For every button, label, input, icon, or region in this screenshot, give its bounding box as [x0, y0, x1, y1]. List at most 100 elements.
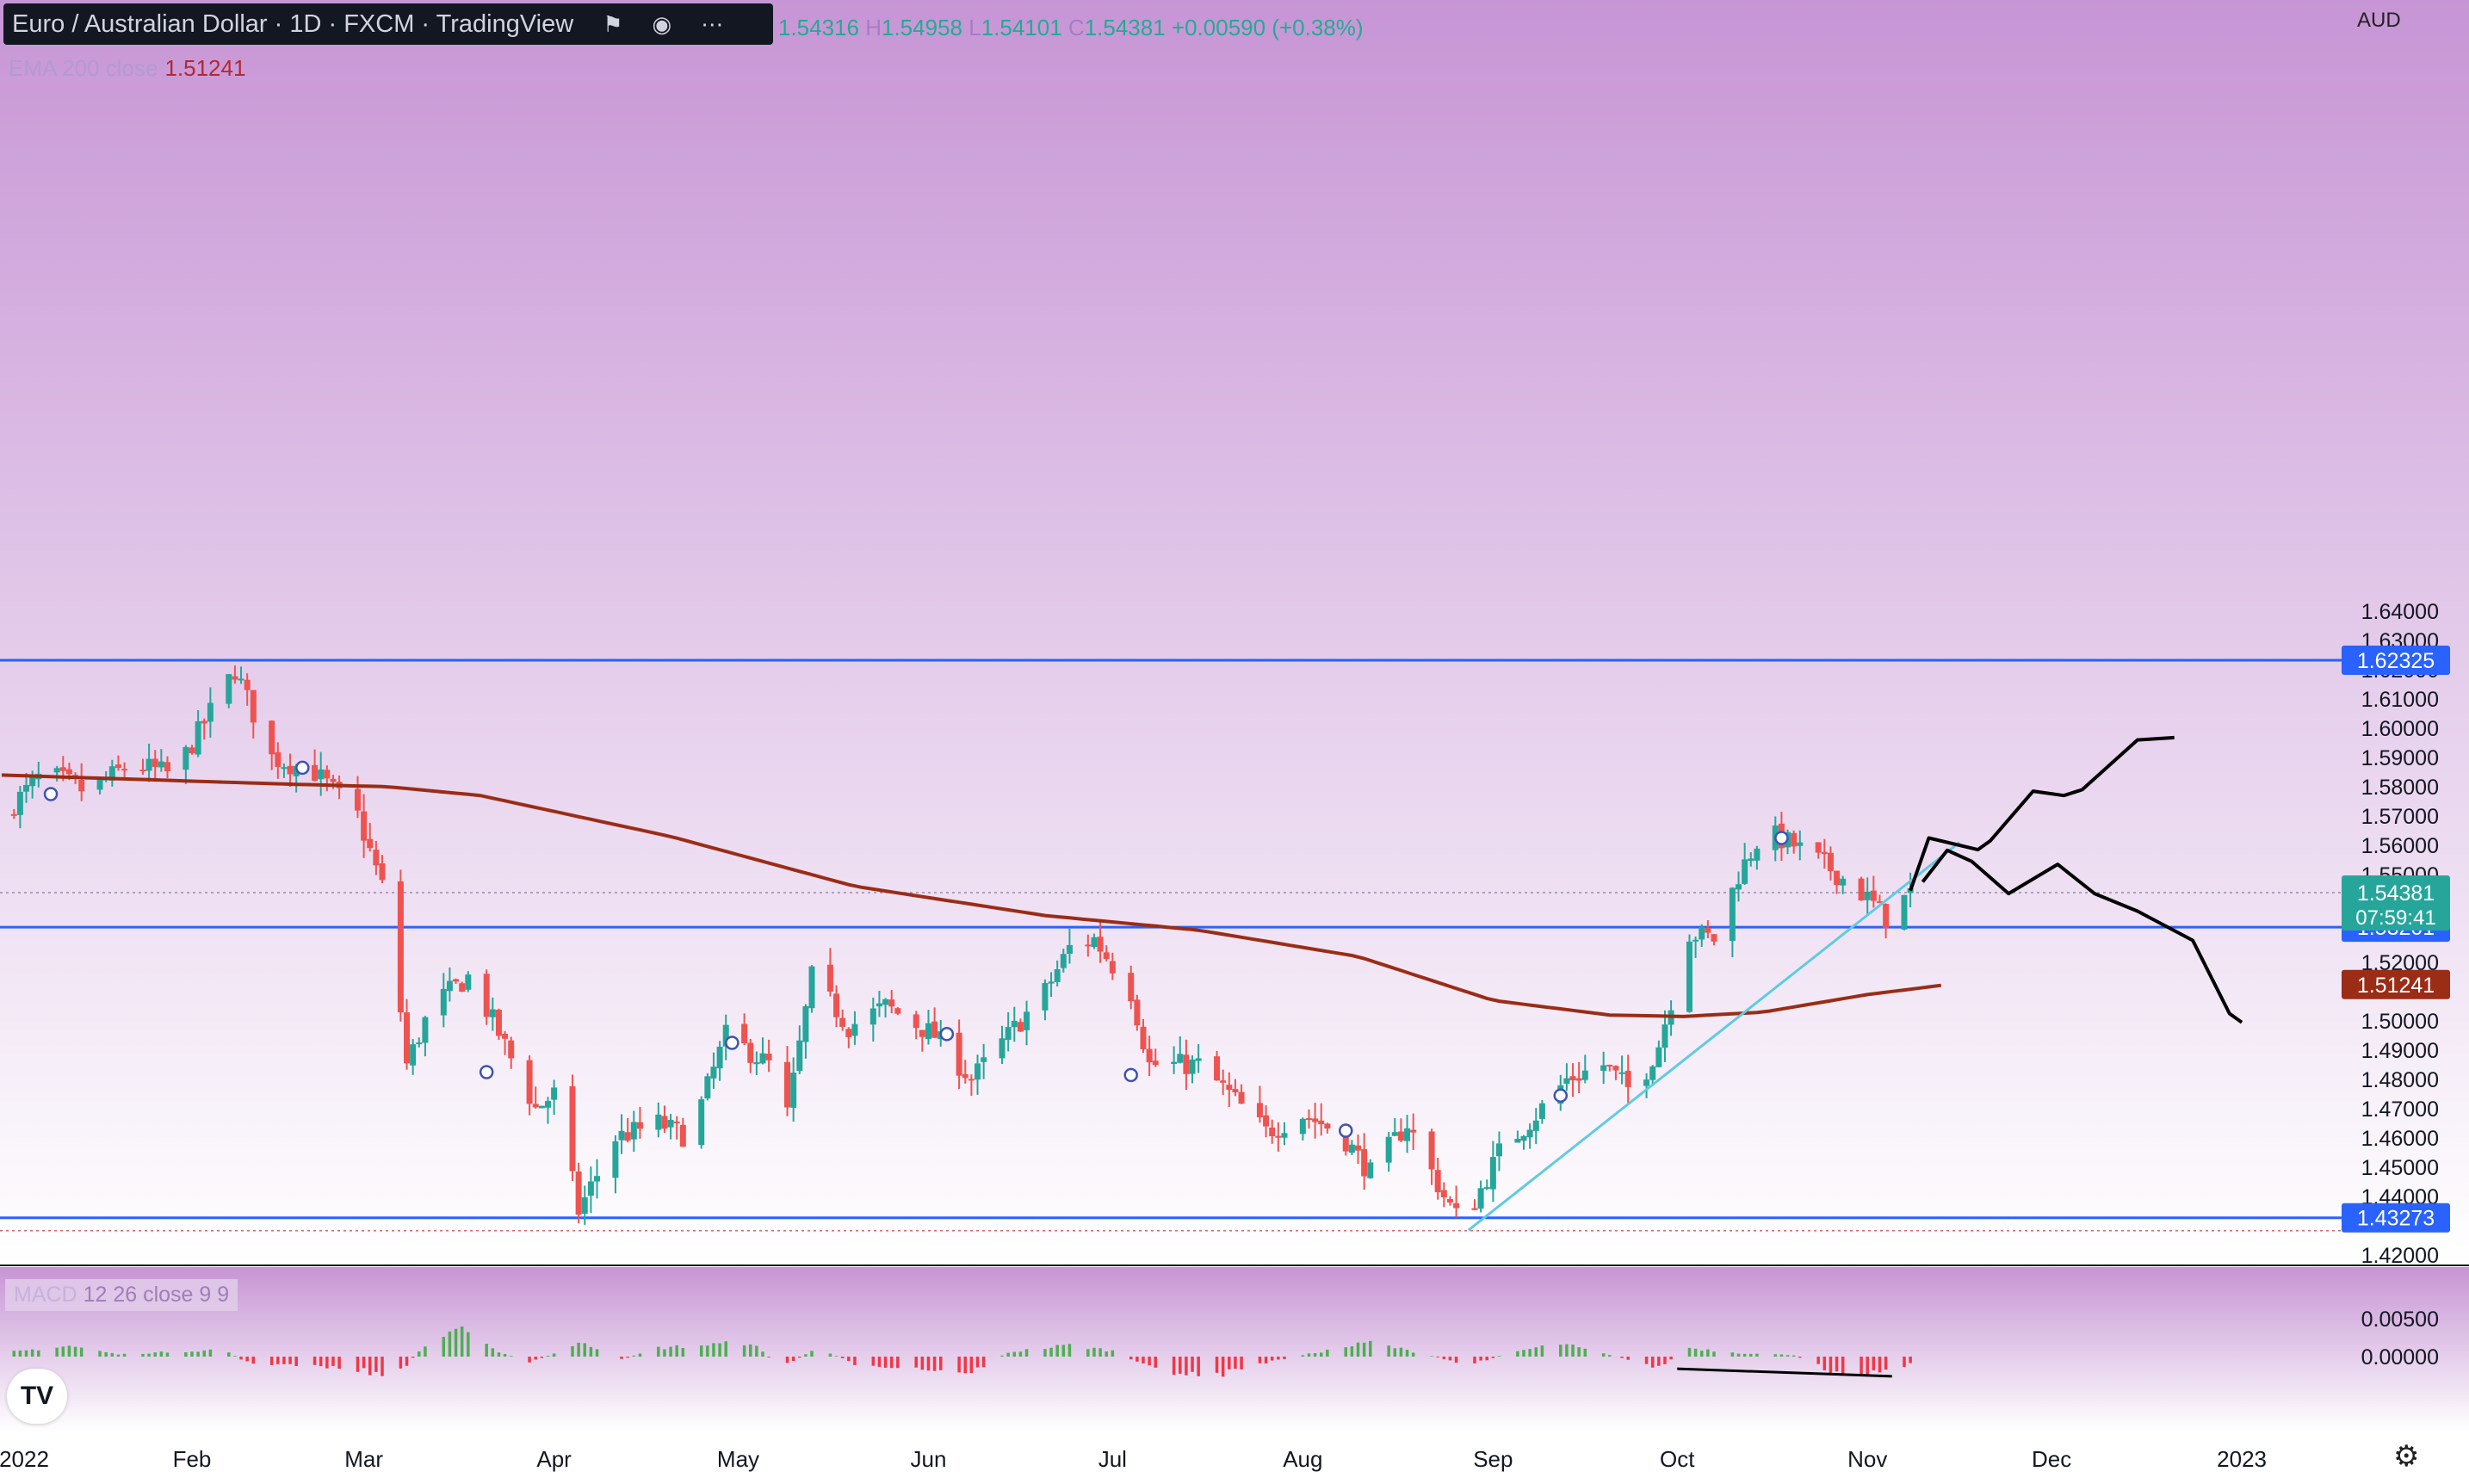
tradingview-logo-icon[interactable]: TV	[7, 1369, 67, 1424]
candle-down	[1434, 1170, 1441, 1193]
price-axis-tick-label: 1.56000	[2361, 834, 2439, 858]
gear-icon[interactable]: ⚙	[2393, 1440, 2420, 1473]
ema-legend[interactable]: EMA 200 close 1.51241	[9, 55, 245, 82]
candle-down	[1428, 1131, 1435, 1170]
candle-up	[1581, 1070, 1588, 1080]
last-price-tag-label: 1.54381	[2357, 881, 2435, 906]
candle-down	[1815, 842, 1822, 853]
candle-up	[1618, 1072, 1625, 1074]
flag-icon[interactable]: ⚑	[603, 10, 623, 37]
ema-cross-marker	[939, 1027, 955, 1042]
candle-up	[1171, 1061, 1178, 1065]
projection-down-drawing	[1921, 848, 2243, 1024]
time-axis-label: Nov	[1847, 1446, 1887, 1472]
price-axis-tick-label: 1.48000	[2361, 1068, 2439, 1092]
price-axis-tick-label: 1.61000	[2361, 688, 2439, 712]
candle-up	[981, 1057, 987, 1062]
candle-down	[919, 1030, 925, 1037]
candle-down	[1821, 851, 1828, 855]
price-axis-tick-label: 1.58000	[2361, 776, 2439, 800]
symbol-header[interactable]: Euro / Australian Dollar · 1D · FXCM · T…	[3, 3, 773, 45]
candle-up	[851, 1023, 858, 1036]
candle-up	[53, 768, 60, 773]
candle-up	[29, 776, 36, 787]
high-value: 1.54958	[882, 15, 962, 40]
price-axis-tick-label: 1.50000	[2361, 1010, 2439, 1034]
candle-up	[538, 1105, 545, 1109]
candle-up	[1797, 842, 1804, 846]
candle-down	[1471, 1208, 1478, 1210]
candle-down	[164, 762, 170, 772]
candle-up	[1477, 1188, 1484, 1209]
candle-down	[624, 1132, 631, 1141]
currency-label[interactable]: AUD	[2357, 9, 2401, 32]
candle-down	[1791, 832, 1798, 847]
ema-cross-marker	[1123, 1067, 1138, 1083]
candle-up	[16, 791, 23, 815]
candle-up	[594, 1176, 601, 1182]
candle-down	[1705, 928, 1711, 933]
candle-up	[808, 966, 815, 1009]
change-value: +0.00590 (+0.38%)	[1171, 15, 1364, 40]
level-price-tag	[2342, 1203, 2450, 1233]
ema-cross-marker	[1339, 1123, 1353, 1138]
price-axis-tick-label: 1.46000	[2361, 1127, 2439, 1151]
candle-up	[1729, 887, 1736, 941]
candle-up	[1748, 858, 1754, 862]
time-axis-label: Dec	[2032, 1446, 2071, 1472]
candle-down	[459, 983, 466, 992]
eye-icon[interactable]: ◉	[652, 10, 672, 37]
candle-up	[226, 674, 232, 704]
candle-down	[1226, 1085, 1233, 1091]
candle-up	[612, 1141, 619, 1178]
price-axis-tick-label: 1.47000	[2361, 1098, 2439, 1122]
candle-down	[1312, 1118, 1319, 1122]
candle-down	[275, 751, 282, 767]
candle-up	[158, 761, 164, 768]
ema-cross-marker	[295, 760, 310, 776]
candle-down	[765, 1054, 772, 1060]
candle-down	[114, 764, 121, 769]
high-label: H	[865, 15, 882, 40]
candle-down	[244, 679, 251, 690]
macd-legend[interactable]: MACD 12 26 close 9 9	[5, 1279, 238, 1311]
candle-up	[882, 999, 889, 1005]
candle-up	[1661, 1024, 1668, 1048]
last-price-tag	[2342, 875, 2450, 931]
candle-down	[250, 689, 257, 723]
candle-down	[532, 1104, 539, 1108]
candle-up	[1600, 1065, 1607, 1071]
candle-up	[1367, 1162, 1374, 1178]
candle-up	[587, 1181, 594, 1196]
candle-down	[1275, 1135, 1282, 1138]
candle-down	[1146, 1048, 1153, 1063]
symbol-title[interactable]: Euro / Australian Dollar · 1D · FXCM · T…	[12, 9, 574, 38]
ema-price-tag	[2342, 969, 2450, 999]
candle-up	[759, 1053, 766, 1064]
candle-up	[183, 746, 189, 770]
price-axis-tick-label: 1.42000	[2361, 1244, 2439, 1268]
candle-down	[1128, 973, 1135, 1002]
more-icon[interactable]: ⋯	[701, 10, 724, 37]
candle-down	[508, 1040, 515, 1059]
candle-down	[894, 1008, 901, 1014]
candle-down	[1256, 1103, 1263, 1117]
candle-down	[1017, 1022, 1024, 1032]
candle-up	[544, 1101, 551, 1108]
candle-down	[65, 769, 72, 775]
candle-down	[1870, 890, 1877, 901]
candle-down	[1342, 1127, 1349, 1152]
candle-down	[661, 1116, 668, 1129]
candle-down	[139, 770, 146, 772]
price-axis-tick-label: 1.59000	[2361, 746, 2439, 770]
candle-down	[354, 788, 361, 811]
candle-down	[232, 676, 238, 680]
candle-up	[753, 1062, 760, 1065]
candle-up	[618, 1130, 625, 1141]
candle-up	[1699, 926, 1705, 940]
candle-down	[569, 1085, 576, 1172]
candle-down	[1858, 878, 1865, 901]
candle-up	[1391, 1132, 1398, 1136]
